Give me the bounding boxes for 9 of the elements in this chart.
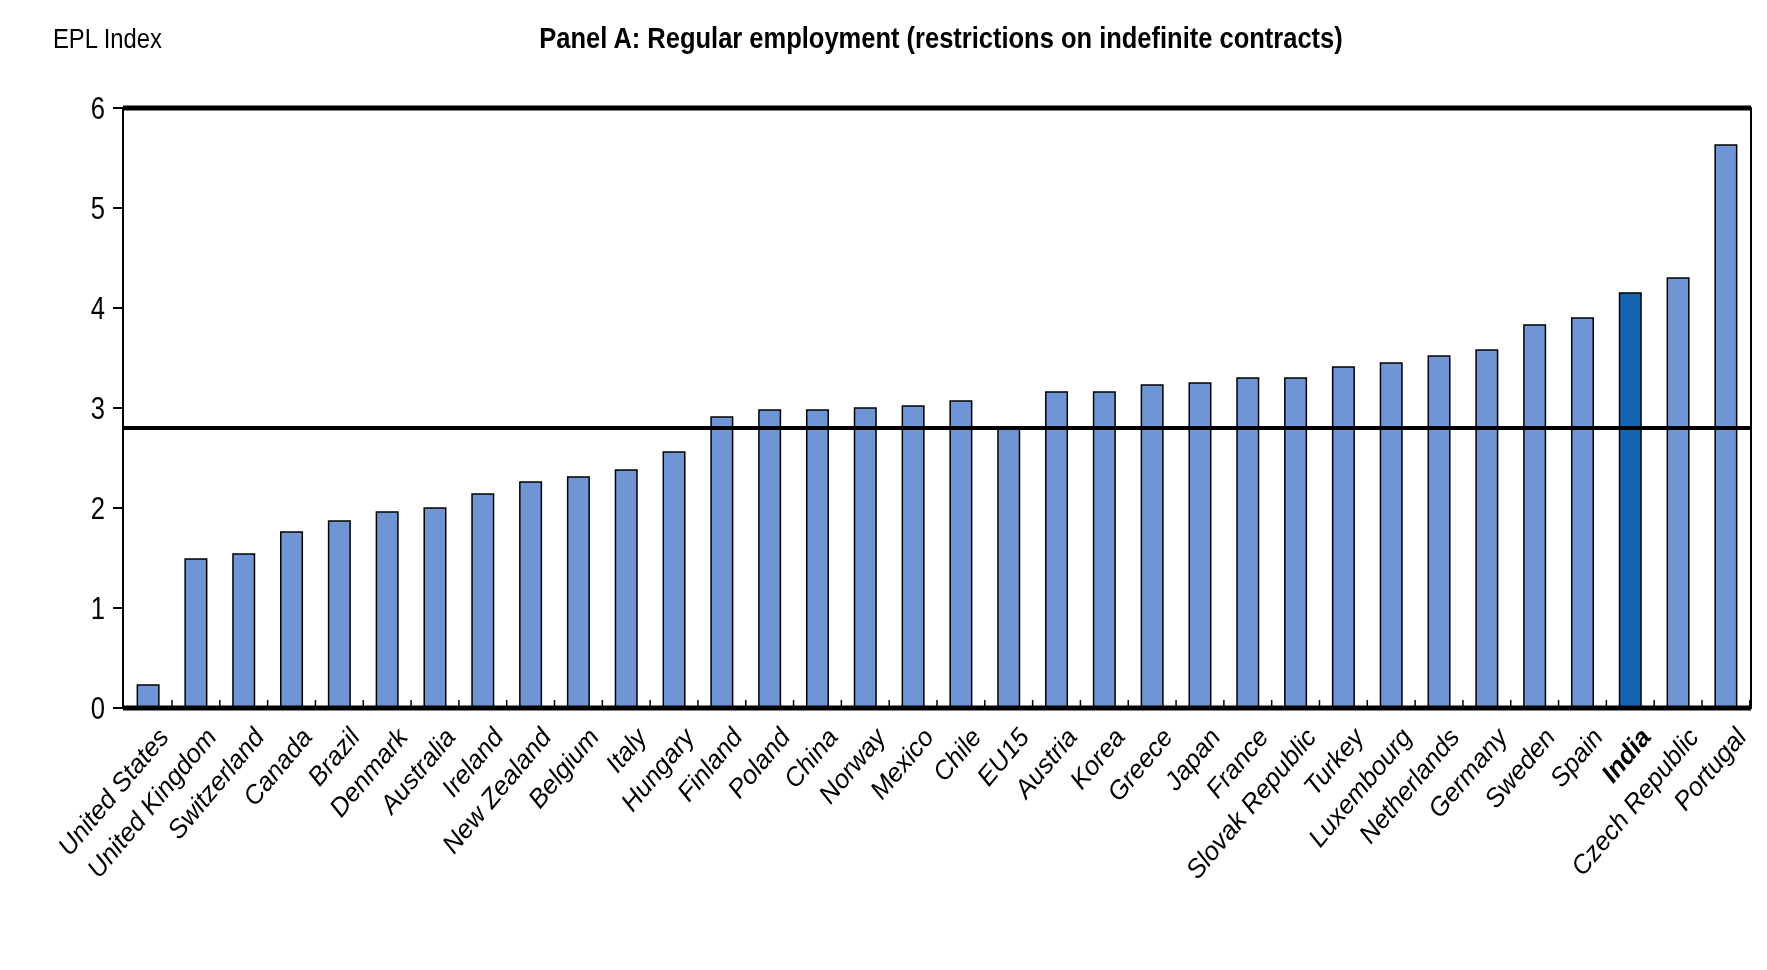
- y-tick-label: 5: [90, 190, 105, 226]
- y-tick-label: 6: [90, 90, 105, 126]
- y-tick-label: 4: [90, 290, 105, 326]
- y-axis-title: EPL Index: [53, 22, 162, 55]
- y-tick-label: 2: [90, 490, 105, 526]
- y-tick-label: 3: [90, 390, 105, 426]
- y-tick-label: 0: [90, 690, 105, 726]
- chart-title: Panel A: Regular employment (restrictions on indefinite contracts): [539, 21, 1343, 55]
- y-tick-label: 1: [90, 590, 105, 626]
